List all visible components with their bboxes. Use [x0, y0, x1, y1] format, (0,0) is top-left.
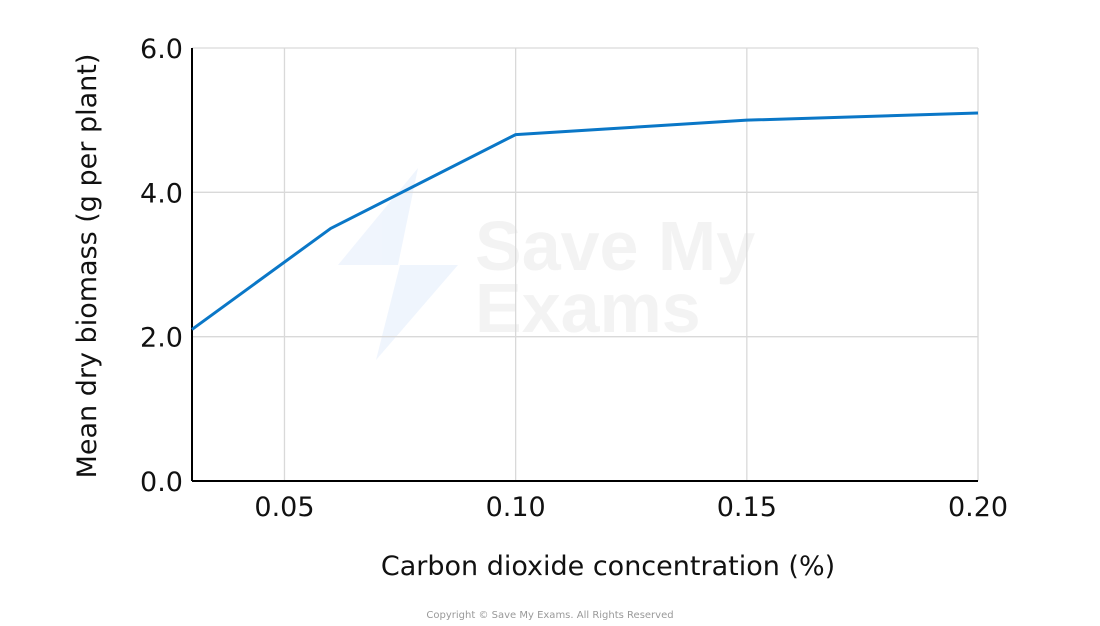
- x-axis-label: Carbon dioxide concentration (%): [381, 551, 835, 582]
- watermark-logo: Save My Exams: [338, 168, 755, 360]
- y-axis-label: Mean dry biomass (g per plant): [72, 54, 103, 479]
- x-tick-label: 0.05: [254, 492, 314, 523]
- x-tick-label: 0.10: [486, 492, 546, 523]
- x-tick-label: 0.15: [717, 492, 777, 523]
- y-tick-label: 4.0: [140, 178, 183, 209]
- svg-text:Exams: Exams: [475, 269, 701, 347]
- series: [191, 111, 979, 331]
- x-tick-label: 0.20: [948, 492, 1008, 523]
- svg-text:Save My: Save My: [475, 207, 755, 285]
- y-tick-label: 0.0: [140, 467, 183, 498]
- tick-labels: 0.05 0.10 0.15 0.20 0.0 2.0 4.0 6.0: [140, 34, 1008, 523]
- y-tick-label: 2.0: [140, 323, 183, 354]
- y-tick-label: 6.0: [140, 34, 183, 65]
- copyright: Copyright © Save My Exams. All Rights Re…: [426, 610, 673, 621]
- axes: [191, 48, 978, 482]
